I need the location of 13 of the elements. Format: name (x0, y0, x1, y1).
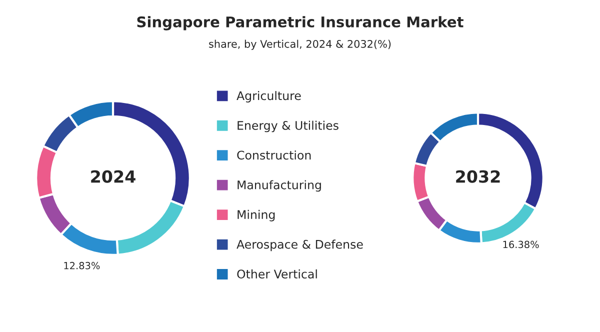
legend-label: Other Vertical (237, 269, 317, 279)
legend-label: Mining (238, 210, 275, 222)
chart-subtitle: share, by Vertical, 2024 & 2032(%) (209, 40, 391, 50)
legend-label: Aerospace & Defense (236, 240, 363, 252)
text: 2032 (456, 170, 500, 183)
legend-label: Manufacturing (238, 180, 321, 192)
data-label: 16.38% (503, 240, 539, 248)
legend-label: Construction (237, 150, 311, 160)
chart-title: Singapore Parametric Insurance Market (137, 16, 464, 30)
legend-label: Agriculture (236, 91, 301, 102)
data-label: 12.83% (64, 262, 100, 270)
legend-label: Energy & Utilities (238, 120, 338, 132)
text: 2024 (91, 170, 136, 183)
